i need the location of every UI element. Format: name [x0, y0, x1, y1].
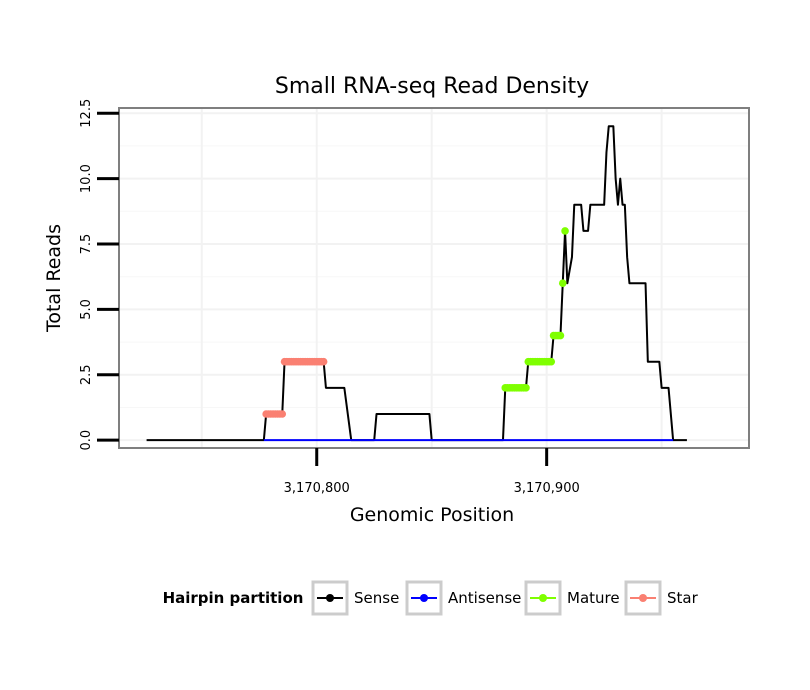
x-axis: 3,170,800 3,170,900 — [284, 448, 580, 496]
chart-title: Small RNA-seq Read Density — [275, 74, 589, 99]
legend: Hairpin partition Sense Antisense Mature St… — [163, 580, 699, 616]
y-tick-label: 5.0 — [79, 299, 94, 320]
x-axis-label: Genomic Position — [350, 504, 514, 526]
series-line-sense — [146, 125, 687, 442]
legend-item-sense: Sense — [311, 580, 399, 616]
x-tick-label: 3,170,800 — [284, 481, 350, 496]
point-mature — [547, 357, 556, 366]
legend-item-star: Star — [624, 580, 699, 616]
plot-panel-border — [118, 107, 750, 449]
y-tick-label: 12.5 — [79, 99, 94, 128]
legend-key-dot — [539, 594, 547, 602]
legend-key-dot — [326, 594, 334, 602]
point-star — [319, 357, 328, 366]
y-tick-label: 2.5 — [79, 364, 94, 385]
legend-label: Star — [667, 589, 699, 607]
y-axis-label: Total Reads — [43, 224, 65, 333]
legend-item-antisense: Antisense — [405, 580, 521, 616]
grid-lines — [119, 108, 749, 448]
legend-key-dot — [639, 594, 647, 602]
point-mature — [522, 384, 530, 392]
legend-item-mature: Mature — [524, 580, 620, 616]
point-star — [278, 410, 287, 418]
legend-label: Sense — [354, 589, 399, 607]
plot-background — [119, 108, 749, 448]
series-layer — [146, 125, 687, 442]
y-axis: 0.0 2.5 5.0 7.5 10.0 12.5 — [79, 99, 119, 451]
x-tick-label: 3,170,900 — [514, 481, 580, 496]
legend-key-dot — [420, 594, 428, 602]
point-mature — [558, 279, 567, 288]
legend-label: Mature — [567, 589, 620, 607]
y-tick-label: 10.0 — [79, 164, 94, 193]
point-mature — [561, 227, 569, 235]
y-tick-label: 7.5 — [79, 234, 94, 255]
point-mature — [556, 331, 565, 340]
legend-label: Antisense — [448, 589, 521, 607]
y-tick-label: 0.0 — [79, 430, 94, 451]
legend-title: Hairpin partition — [163, 589, 304, 607]
